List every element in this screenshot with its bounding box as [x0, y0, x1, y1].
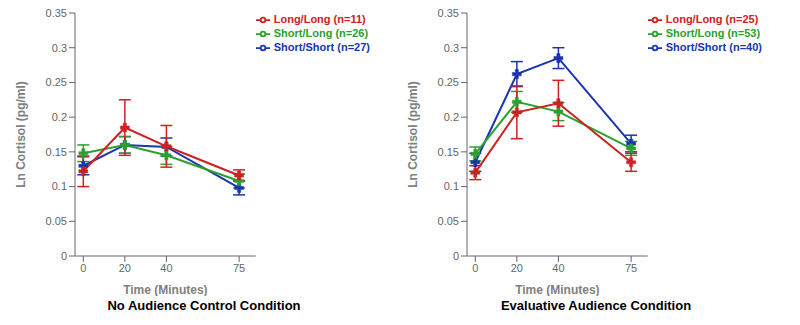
html-text:No Audience Control Condition: No Audience Control Condition — [107, 298, 301, 313]
svg-text:Ln Cortisol (pg/ml): Ln Cortisol (pg/ml) — [14, 81, 28, 188]
svg-text:0.1: 0.1 — [444, 180, 459, 192]
svg-text:0.25: 0.25 — [46, 76, 67, 88]
html-text:Short/Short (n=40): Short/Short (n=40) — [665, 41, 762, 54]
html-text:Short/Long (n=26): Short/Long (n=26) — [273, 27, 369, 40]
svg-text:20: 20 — [511, 262, 523, 274]
html-text:Evaluative Audience Condition: Evaluative Audience Condition — [500, 298, 692, 313]
html-text:Long/Long (n=11): Long/Long (n=11) — [273, 13, 366, 25]
svg-text:0.1: 0.1 — [52, 180, 67, 192]
svg-text:0.25: 0.25 — [438, 76, 459, 88]
html-text:Short/Long (n=53): Short/Long (n=53) — [665, 27, 761, 40]
svg-text:0.2: 0.2 — [444, 111, 459, 123]
svg-text:0.15: 0.15 — [438, 146, 459, 158]
svg-text:Ln Cortisol (pg/ml): Ln Cortisol (pg/ml) — [406, 81, 420, 188]
svg-text:0.15: 0.15 — [46, 146, 67, 158]
svg-text:0: 0 — [61, 250, 67, 262]
svg-text:0.3: 0.3 — [52, 42, 67, 54]
html-text:Long/Long (n=25): Long/Long (n=25) — [665, 13, 759, 25]
svg-text:20: 20 — [119, 262, 131, 274]
svg-text:0.3: 0.3 — [444, 42, 459, 54]
svg-text:40: 40 — [552, 262, 564, 274]
svg-text:40: 40 — [160, 262, 172, 274]
svg-text:0: 0 — [472, 262, 478, 274]
svg-text:75: 75 — [625, 262, 637, 274]
svg-text:0: 0 — [453, 250, 459, 262]
svg-text:75: 75 — [233, 262, 245, 274]
svg-text:Time (Minutes): Time (Minutes) — [123, 283, 207, 296]
svg-text:0.2: 0.2 — [52, 111, 67, 123]
svg-text:0.35: 0.35 — [46, 8, 67, 19]
svg-text:0.05: 0.05 — [46, 215, 67, 227]
svg-text:Time (Minutes): Time (Minutes) — [515, 283, 599, 296]
svg-text:0.35: 0.35 — [438, 8, 459, 19]
svg-text:0.05: 0.05 — [438, 215, 459, 227]
svg-text:0: 0 — [80, 262, 86, 274]
html-text:Short/Short (n=27): Short/Short (n=27) — [273, 41, 370, 54]
